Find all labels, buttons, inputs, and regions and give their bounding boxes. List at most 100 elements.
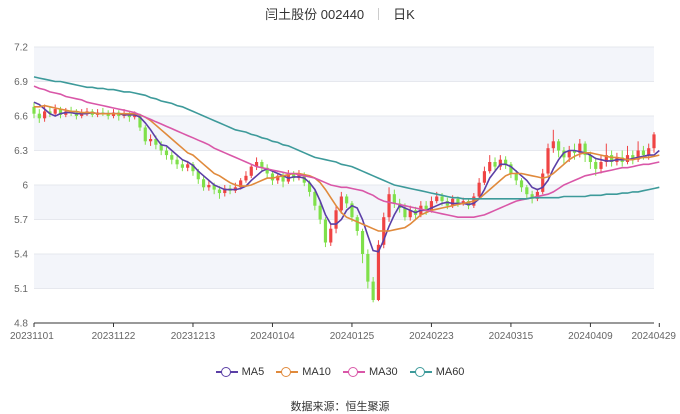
- candle-body[interactable]: [138, 114, 142, 128]
- candle-body[interactable]: [170, 155, 174, 160]
- candle-body[interactable]: [355, 217, 359, 231]
- candle-body[interactable]: [408, 210, 412, 218]
- candle-body[interactable]: [223, 188, 227, 194]
- candle-body[interactable]: [143, 127, 147, 142]
- candle-body[interactable]: [546, 148, 550, 174]
- candle-body[interactable]: [498, 159, 502, 167]
- candle-body[interactable]: [604, 155, 608, 162]
- candle-body[interactable]: [435, 196, 439, 202]
- legend-item-ma5[interactable]: MA5: [215, 366, 264, 378]
- candle-body[interactable]: [201, 179, 206, 188]
- candle-body[interactable]: [265, 167, 269, 174]
- candle-body[interactable]: [48, 111, 52, 114]
- candle-body[interactable]: [207, 185, 211, 188]
- candle-body[interactable]: [329, 228, 333, 243]
- candle-body[interactable]: [133, 114, 137, 118]
- candle-body[interactable]: [652, 134, 656, 149]
- candle-body[interactable]: [175, 159, 179, 165]
- candle-body[interactable]: [387, 194, 391, 218]
- candle-body[interactable]: [504, 159, 508, 165]
- candle-body[interactable]: [313, 191, 317, 206]
- candle-body[interactable]: [339, 196, 343, 211]
- candle-body[interactable]: [217, 189, 222, 194]
- candle-body[interactable]: [281, 175, 285, 182]
- candle-body[interactable]: [567, 150, 571, 158]
- candle-body[interactable]: [270, 173, 275, 181]
- candle-body[interactable]: [488, 162, 492, 172]
- candle-body[interactable]: [392, 194, 396, 204]
- candle-body[interactable]: [429, 201, 434, 211]
- candle-body[interactable]: [164, 150, 169, 156]
- candle-body[interactable]: [445, 201, 449, 206]
- candle-body[interactable]: [440, 196, 444, 202]
- candle-body[interactable]: [509, 164, 513, 174]
- candle-body[interactable]: [307, 182, 312, 192]
- candle-body[interactable]: [154, 139, 158, 145]
- candle-body[interactable]: [451, 198, 455, 206]
- candle-body[interactable]: [148, 139, 153, 142]
- candle-body[interactable]: [371, 281, 375, 300]
- candle-body[interactable]: [318, 205, 322, 220]
- candle-body[interactable]: [244, 175, 248, 181]
- candle-body[interactable]: [631, 155, 635, 160]
- candle-body[interactable]: [477, 182, 481, 197]
- y-tick-label: 5.1: [14, 284, 28, 295]
- candle-body[interactable]: [366, 254, 370, 282]
- candle-body[interactable]: [583, 143, 587, 156]
- candle-body[interactable]: [292, 173, 296, 179]
- legend-item-ma60[interactable]: MA60: [409, 366, 464, 378]
- candle-body[interactable]: [249, 166, 253, 176]
- candle-body[interactable]: [159, 144, 163, 151]
- candle-body[interactable]: [276, 175, 280, 181]
- candle-body[interactable]: [424, 205, 428, 211]
- candle-body[interactable]: [334, 210, 338, 229]
- candle-body[interactable]: [461, 201, 465, 204]
- candle-body[interactable]: [625, 155, 630, 162]
- candle-body[interactable]: [514, 173, 518, 181]
- candle-body[interactable]: [191, 164, 195, 172]
- candle-body[interactable]: [212, 185, 216, 190]
- candle-body[interactable]: [350, 203, 354, 218]
- candle-body[interactable]: [578, 143, 582, 153]
- candle-body[interactable]: [376, 244, 381, 300]
- candle-body[interactable]: [106, 113, 110, 116]
- candle-body[interactable]: [53, 109, 57, 114]
- candle-body[interactable]: [186, 164, 190, 168]
- candle-body[interactable]: [541, 173, 545, 192]
- candle-body[interactable]: [610, 155, 614, 162]
- candle-body[interactable]: [557, 141, 561, 151]
- legend-item-ma30[interactable]: MA30: [342, 366, 398, 378]
- candle-body[interactable]: [530, 194, 534, 199]
- candle-body[interactable]: [32, 106, 36, 114]
- candle-body[interactable]: [323, 219, 328, 243]
- candle-body[interactable]: [403, 208, 407, 218]
- candle-body[interactable]: [180, 164, 184, 168]
- candle-body[interactable]: [482, 171, 487, 183]
- candle-body[interactable]: [254, 162, 259, 167]
- candle-body[interactable]: [196, 171, 200, 180]
- candle-body[interactable]: [636, 150, 640, 160]
- candle-body[interactable]: [493, 162, 497, 167]
- candle-body[interactable]: [43, 111, 47, 119]
- candle-body[interactable]: [647, 148, 651, 156]
- candle-body[interactable]: [80, 113, 84, 116]
- legend-item-ma10[interactable]: MA10: [276, 366, 331, 378]
- candle-body[interactable]: [37, 113, 41, 119]
- candle-body[interactable]: [519, 180, 524, 188]
- candle-body[interactable]: [456, 198, 460, 204]
- candle-body[interactable]: [345, 196, 349, 204]
- candle-body[interactable]: [588, 155, 592, 162]
- candle-body[interactable]: [599, 162, 603, 169]
- candle-body[interactable]: [239, 180, 243, 188]
- candle-body[interactable]: [466, 201, 471, 206]
- candle-body[interactable]: [594, 162, 598, 169]
- candle-body[interactable]: [572, 150, 577, 153]
- candle-body[interactable]: [260, 162, 264, 168]
- candle-body[interactable]: [58, 109, 63, 115]
- candle-body[interactable]: [525, 187, 529, 195]
- candle-body[interactable]: [641, 150, 645, 156]
- candle-body[interactable]: [535, 191, 540, 199]
- candle-body[interactable]: [551, 141, 555, 149]
- candle-body[interactable]: [360, 231, 365, 254]
